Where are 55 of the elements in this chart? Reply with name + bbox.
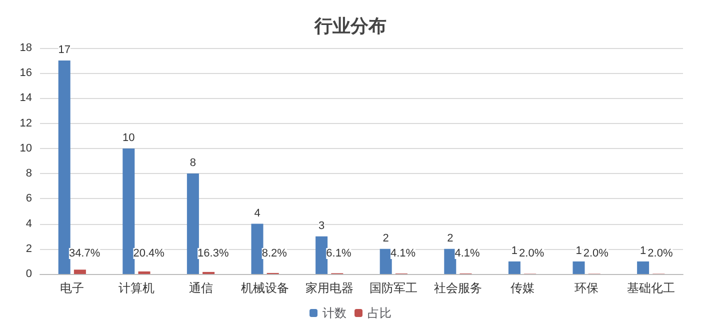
data-label: 16.3%	[198, 248, 229, 260]
data-label: 1	[511, 244, 518, 257]
y-tick-label: 16	[20, 67, 32, 80]
data-label: 2	[447, 232, 454, 244]
y-tick-label: 2	[26, 242, 32, 255]
y-tick-label: 14	[20, 92, 32, 104]
data-label: 17	[58, 44, 70, 56]
bar	[251, 224, 264, 274]
bar	[380, 248, 392, 274]
y-tick-label: 10	[20, 142, 32, 154]
x-tick-label: 国防军工	[370, 281, 418, 295]
data-label: 2.0%	[648, 248, 673, 260]
x-tick-label: 基础化工	[626, 281, 675, 295]
x-tick-label: 计算机	[118, 281, 154, 295]
bar	[74, 270, 86, 274]
data-label: 4.1%	[454, 248, 480, 260]
data-label: 20.4%	[133, 248, 165, 260]
data-label: 1	[576, 244, 582, 257]
data-label: 10	[122, 132, 135, 144]
data-label: 2.0%	[519, 248, 544, 260]
bar	[444, 248, 456, 274]
bar	[138, 271, 150, 274]
data-label: 34.7%	[68, 248, 100, 260]
bar	[572, 261, 585, 274]
x-tick-label: 通信	[188, 281, 213, 295]
data-label: 8.2%	[262, 248, 288, 260]
legend-label: 计数	[322, 306, 346, 320]
y-tick-label: 18	[20, 42, 32, 54]
legend-label: 占比	[368, 306, 392, 320]
bar	[122, 148, 135, 274]
data-label: 3	[318, 220, 325, 232]
y-tick-label: 8	[26, 168, 32, 180]
data-label: 4.1%	[390, 248, 416, 260]
chart-title: 行业分布	[314, 16, 386, 36]
data-label: 8	[190, 157, 196, 170]
x-tick-label: 家用电器	[305, 281, 354, 295]
y-tick-label: 6	[26, 192, 32, 205]
x-tick-label: 传媒	[510, 281, 534, 295]
data-label: 1	[640, 244, 646, 257]
x-tick-label: 机械设备	[241, 281, 290, 295]
bar	[508, 261, 520, 274]
y-tick-label: 12	[20, 117, 32, 130]
data-label: 2	[382, 232, 389, 244]
x-tick-label: 社会服务	[434, 281, 482, 295]
bar	[316, 236, 328, 274]
data-label: 4	[254, 207, 260, 220]
x-tick-label: 环保	[574, 281, 599, 295]
bar	[637, 261, 650, 274]
x-tick-label: 电子	[60, 281, 84, 295]
bar	[186, 174, 199, 274]
bar	[58, 60, 70, 274]
y-tick-label: 0	[26, 268, 32, 280]
data-label: 2.0%	[583, 248, 609, 260]
data-label: 6.1%	[326, 248, 352, 260]
y-tick-label: 4	[26, 218, 32, 230]
